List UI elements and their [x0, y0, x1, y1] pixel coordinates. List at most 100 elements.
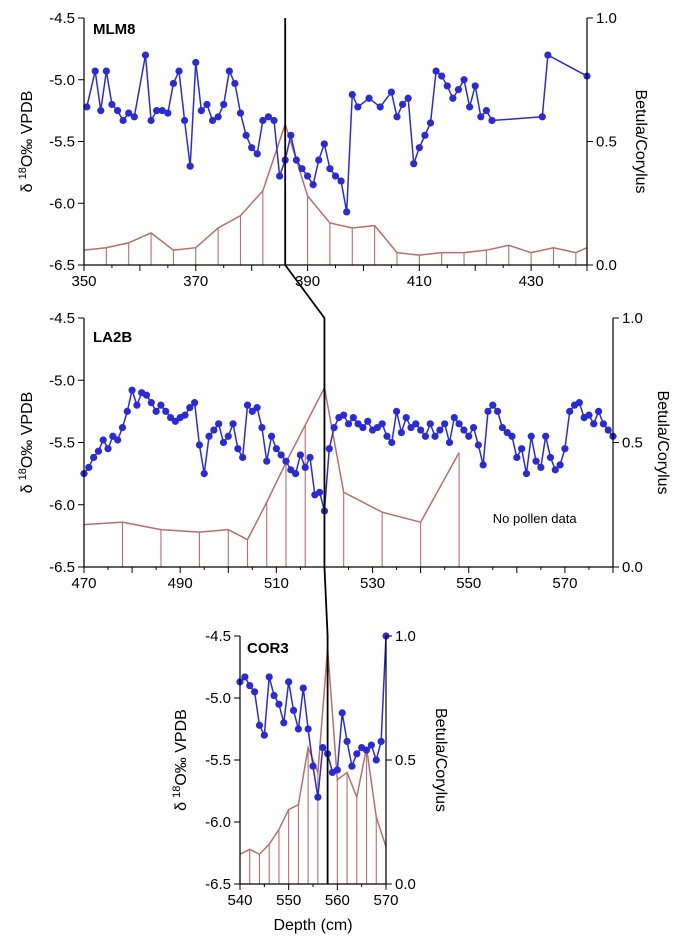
isotope-point [538, 113, 546, 121]
isotope-point [421, 432, 430, 440]
chart-panel-mlm8: -4.5 -5.0 -5.5 -6.0 -6.5 1.0 0.5 0.0 350 370 390 41… [17, 10, 649, 290]
isotope-point [83, 103, 91, 111]
isotope-point [508, 432, 516, 440]
isotope-point [309, 181, 317, 189]
y-axis-title-left: δ 18O‰ VPDB [17, 91, 36, 193]
isotope-point [359, 423, 367, 432]
isotope-point [325, 445, 333, 453]
isotope-point [267, 432, 276, 440]
y-axis-title-delta: δ [173, 802, 190, 811]
isotope-point [469, 423, 478, 432]
isotope-point [410, 160, 418, 168]
isotope-point [417, 426, 425, 434]
isotope-point [546, 453, 555, 462]
isotope-point [333, 766, 341, 774]
isotope-point [348, 762, 356, 770]
y-tick-label-left: -6.5 [49, 559, 75, 576]
isotope-point [195, 441, 204, 449]
y-tick-label-right: 0.5 [596, 134, 617, 151]
y-tick-label-left: -5.0 [49, 372, 75, 389]
isotope-point [376, 103, 384, 111]
x-tick-label: 430 [519, 273, 544, 290]
isotope-point [426, 420, 434, 428]
isotope-point [270, 691, 278, 700]
isotope-point [118, 423, 127, 432]
isotope-point [169, 79, 178, 88]
isotope-series-line [83, 387, 614, 512]
isotope-point [594, 407, 603, 415]
isotope-point [454, 86, 463, 94]
isotope-point [484, 407, 492, 415]
isotope-point [404, 94, 412, 102]
isotope-point [294, 725, 302, 733]
isotope-point [241, 673, 249, 681]
y-tick-label-right: 0.0 [395, 876, 416, 893]
isotope-point [585, 411, 593, 419]
isotope-point [234, 445, 242, 453]
isotope-point [331, 172, 340, 180]
isotope-point [477, 113, 485, 121]
isotope-point [367, 741, 375, 749]
y-axis-title-rest: O‰ VPDB [19, 392, 36, 468]
isotope-point [141, 51, 150, 59]
isotope-point [191, 399, 199, 407]
isotope-point [387, 88, 395, 96]
y-tick-label-right: 0.0 [596, 257, 617, 274]
isotope-point [270, 116, 278, 125]
isotope-point [276, 172, 284, 180]
y-tick-label-right: 1.0 [622, 310, 643, 327]
isotope-point [362, 746, 371, 754]
chart-panel-cor3: -4.5 -5.0 -5.5 -6.0 -6.5 1.0 0.5 0.0 540 550 560 57… [171, 628, 449, 909]
isotope-point [304, 725, 312, 733]
isotope-point [402, 414, 410, 422]
isotope-point [158, 107, 166, 115]
isotope-point [474, 441, 482, 449]
isotope-point [343, 737, 351, 746]
x-tick-label: 550 [276, 892, 301, 909]
isotope-point [246, 682, 254, 690]
isotope-point [365, 94, 373, 102]
y-tick-label-right: 0.5 [622, 435, 643, 452]
isotope-point [303, 172, 312, 180]
isotope-point [326, 165, 334, 173]
y-axis-title-rest: O‰ VPDB [173, 709, 190, 785]
isotope-point [253, 404, 261, 412]
isotope-point [372, 756, 380, 764]
isotope-point [90, 453, 98, 462]
x-tick-label: 530 [360, 575, 385, 592]
isotope-point [471, 82, 479, 90]
y-axis-title-left: δ 18O‰ VPDB [17, 392, 36, 494]
isotope-point [465, 432, 473, 440]
isotope-point [108, 100, 116, 109]
isotope-point [282, 457, 290, 465]
isotope-point [337, 177, 345, 185]
isotope-point [259, 116, 267, 125]
isotope-point [432, 67, 440, 75]
isotope-point [551, 466, 559, 474]
isotope-point [287, 131, 295, 139]
isotope-point [205, 432, 213, 440]
y-tick-label-left: -5.5 [205, 752, 231, 769]
annotation-no-pollen: No pollen data [493, 511, 578, 526]
isotope-point [449, 94, 457, 102]
isotope-point [94, 447, 103, 455]
y-tick-label-left: -5.5 [49, 435, 75, 452]
isotope-point [272, 445, 280, 453]
isotope-point [518, 445, 526, 453]
isotope-point [330, 423, 338, 432]
isotope-point [443, 82, 451, 90]
isotope-point [225, 67, 233, 75]
isotope-point [377, 737, 385, 746]
isotope-point [292, 470, 300, 478]
isotope-point [392, 407, 401, 415]
y-tick-label-left: -6.0 [49, 195, 75, 212]
isotope-point [298, 165, 306, 173]
isotope-point [455, 420, 463, 428]
isotope-point [157, 401, 165, 409]
panel-title: LA2B [93, 329, 132, 346]
y-axis-title-rest: O‰ VPDB [19, 91, 36, 167]
isotope-point [133, 401, 141, 409]
isotope-point [575, 399, 583, 407]
isotope-point [354, 103, 362, 111]
isotope-point [590, 420, 598, 428]
